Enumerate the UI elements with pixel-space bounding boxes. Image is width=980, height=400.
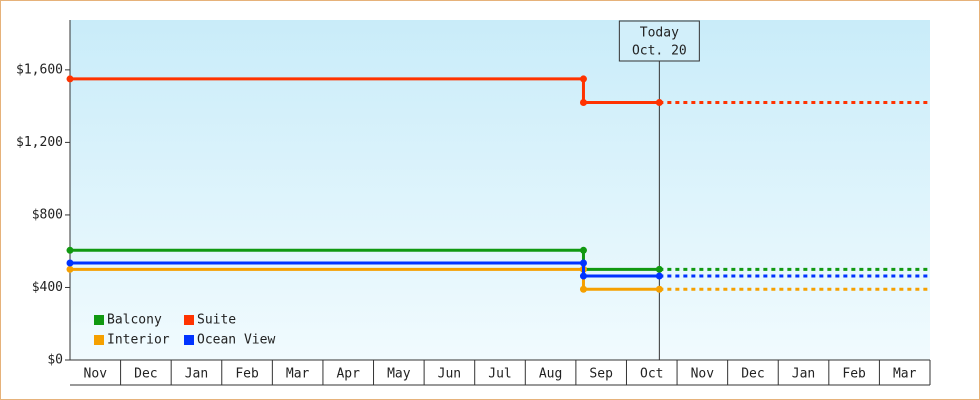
legend-label: Interior [107,333,170,348]
x-tick-label: Feb [235,367,259,382]
point [579,246,587,254]
today-label: Oct. 20 [632,44,687,59]
x-tick-label: Mar [286,367,310,382]
point [579,285,587,293]
point [579,75,587,83]
point [579,272,587,280]
legend-label: Suite [197,313,236,328]
point [66,246,74,254]
legend-swatch [184,315,194,325]
point [655,265,663,273]
y-tick-label: $1,600 [16,62,63,77]
x-tick-label: Dec [134,367,157,382]
legend-swatch [184,335,194,345]
y-tick-label: $0 [47,353,63,368]
point [579,259,587,267]
x-tick-label: Feb [842,367,866,382]
x-tick-label: Jan [792,367,815,382]
x-tick-label: Apr [336,367,360,382]
plot-area [70,20,930,360]
x-tick-label: Nov [84,367,108,382]
x-tick-label: Sep [589,367,613,382]
y-tick-label: $400 [32,280,63,295]
x-tick-label: May [387,367,411,382]
point [66,75,74,83]
x-tick-label: Nov [691,367,715,382]
series-line [70,261,660,278]
today-label: Today [640,26,679,41]
x-tick-label: Oct [640,367,663,382]
point [579,99,587,107]
point [655,272,663,280]
y-tick-label: $1,200 [16,135,63,150]
series-line [70,77,660,105]
y-tick-label: $800 [32,207,63,222]
point [66,265,74,273]
x-tick-label: Aug [539,367,562,382]
point [655,99,663,107]
x-tick-label: Mar [893,367,917,382]
point [655,285,663,293]
point [66,259,74,267]
legend-label: Ocean View [197,333,275,348]
x-tick-label: Dec [741,367,764,382]
legend-swatch [94,315,104,325]
x-tick-label: Jun [438,367,461,382]
legend-swatch [94,335,104,345]
x-tick-label: Jan [185,367,208,382]
x-tick-label: Jul [488,367,511,382]
legend-label: Balcony [107,313,162,328]
today-box [618,20,700,62]
